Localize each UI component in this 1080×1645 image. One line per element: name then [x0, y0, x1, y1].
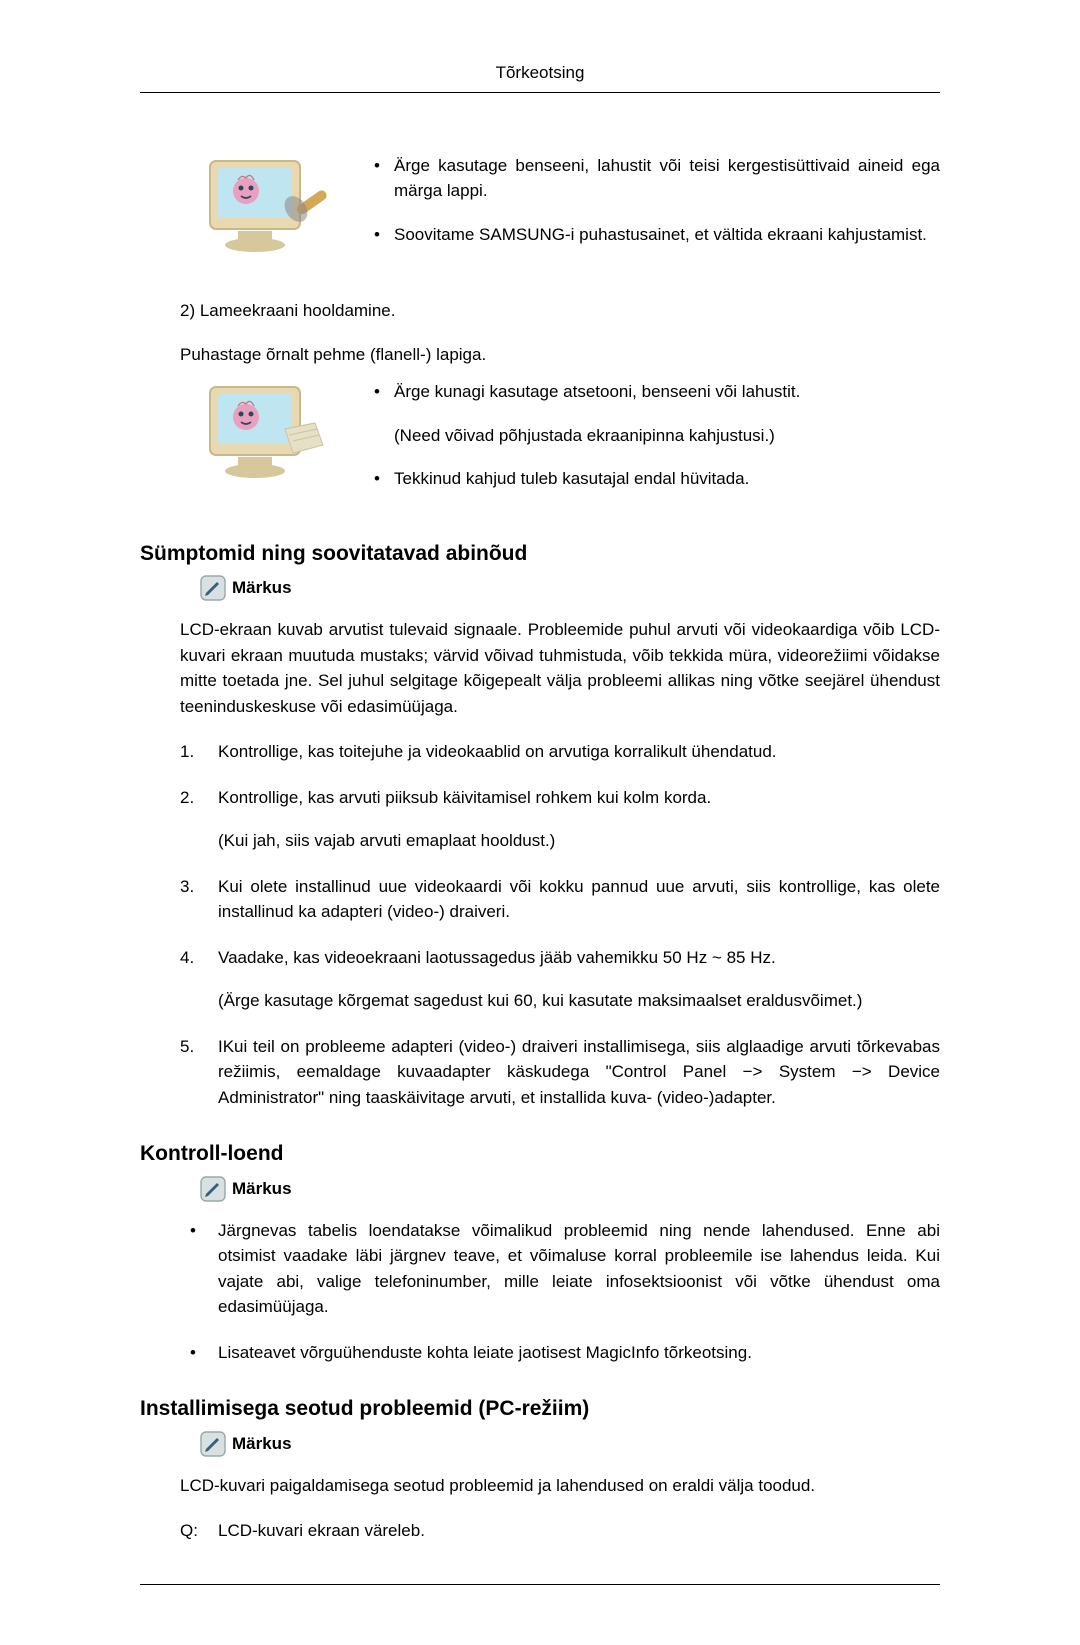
- bullet-text: Ärge kunagi kasutage atsetooni, benseeni…: [394, 382, 800, 401]
- list-item: 2. Kontrollige, kas arvuti piiksub käivi…: [180, 785, 940, 854]
- numbered-list: 1. Kontrollige, kas toitejuhe ja videoka…: [180, 739, 940, 1110]
- list-item: 3. Kui olete installinud uue videokaardi…: [180, 874, 940, 925]
- section-title-symptoms: Sümptomid ning soovitatavad abinõud: [140, 538, 940, 570]
- note-pencil-icon: [200, 1176, 226, 1202]
- section4-paragraph: LCD-kuvari paigaldamisega seotud problee…: [180, 1473, 940, 1499]
- item-number: 3.: [180, 874, 218, 925]
- list-item: 1. Kontrollige, kas toitejuhe ja videoka…: [180, 739, 940, 765]
- note-row: Märkus: [200, 1176, 940, 1202]
- section-title-checklist: Kontroll-loend: [140, 1138, 940, 1170]
- item-number: 2.: [180, 785, 218, 854]
- list-item: 4. Vaadake, kas videoekraani laotussaged…: [180, 945, 940, 1014]
- header-title: Tõrkeotsing: [496, 63, 585, 82]
- bullet-item: Järgnevas tabelis loendatakse võimalikud…: [180, 1218, 940, 1320]
- item-subtext: (Ärge kasutage kõrgemat sagedust kui 60,…: [218, 988, 940, 1014]
- bullet-subtext: (Need võivad põhjustada ekraanipinna kah…: [394, 423, 940, 449]
- note-label: Märkus: [232, 1431, 292, 1457]
- item-text: IKui teil on probleeme adapteri (video-)…: [218, 1034, 940, 1111]
- note-label: Märkus: [232, 575, 292, 601]
- note-row: Märkus: [200, 575, 940, 601]
- qa-row: Q: LCD-kuvari ekraan väreleb.: [180, 1518, 940, 1544]
- section2-paragraph: LCD-ekraan kuvab arvutist tulevaid signa…: [180, 617, 940, 719]
- bullet-item: Tekkinud kahjud tuleb kasutajal endal hü…: [368, 466, 940, 492]
- item-text: Kontrollige, kas arvuti piiksub käivitam…: [218, 788, 711, 807]
- item-number: 1.: [180, 739, 218, 765]
- footer-rule: [140, 1584, 940, 1585]
- section-title-install: Installimisega seotud probleemid (PC-rež…: [140, 1393, 940, 1425]
- list-item: 5. IKui teil on probleeme adapteri (vide…: [180, 1034, 940, 1111]
- bullet-item: Ärge kasutage benseeni, lahustit või tei…: [368, 153, 940, 204]
- item-text: Kontrollige, kas toitejuhe ja videokaabl…: [218, 739, 940, 765]
- care-row-1: Ärge kasutage benseeni, lahustit või tei…: [200, 153, 940, 271]
- bullet-item: Ärge kunagi kasutage atsetooni, benseeni…: [368, 379, 940, 448]
- monitor-clean-icon: [200, 153, 350, 271]
- item-text: Vaadake, kas videoekraani laotussagedus …: [218, 948, 776, 967]
- item-number: 5.: [180, 1034, 218, 1111]
- item-subtext: (Kui jah, siis vajab arvuti emaplaat hoo…: [218, 828, 940, 854]
- item-number: 4.: [180, 945, 218, 1014]
- bullets-2: Ärge kunagi kasutage atsetooni, benseeni…: [368, 379, 940, 510]
- qa-label: Q:: [180, 1518, 218, 1544]
- note-row: Märkus: [200, 1431, 940, 1457]
- page-header: Tõrkeotsing: [140, 60, 940, 93]
- sub-heading: 2) Lameekraani hooldamine.: [180, 298, 940, 324]
- bullet-item: Lisateavet võrguühenduste kohta leiate j…: [180, 1340, 940, 1366]
- note-pencil-icon: [200, 1431, 226, 1457]
- bullets-1: Ärge kasutage benseeni, lahustit või tei…: [368, 153, 940, 266]
- care-row-2: Ärge kunagi kasutage atsetooni, benseeni…: [200, 379, 940, 510]
- plain-instruction: Puhastage õrnalt pehme (flanell-) lapiga…: [180, 342, 940, 368]
- qa-text: LCD-kuvari ekraan väreleb.: [218, 1518, 940, 1544]
- checklist-bullets: Järgnevas tabelis loendatakse võimalikud…: [180, 1218, 940, 1366]
- note-label: Märkus: [232, 1176, 292, 1202]
- item-text: Kui olete installinud uue videokaardi võ…: [218, 874, 940, 925]
- note-pencil-icon: [200, 575, 226, 601]
- bullet-item: Soovitame SAMSUNG-i puhastusainet, et vä…: [368, 222, 940, 248]
- monitor-wipe-icon: [200, 379, 350, 497]
